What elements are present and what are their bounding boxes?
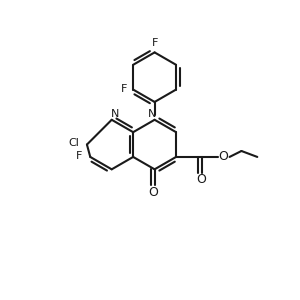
Text: F: F xyxy=(76,151,82,161)
Text: N: N xyxy=(147,109,156,119)
Text: F: F xyxy=(152,38,158,49)
Text: O: O xyxy=(196,173,206,186)
Text: O: O xyxy=(219,150,229,164)
Text: F: F xyxy=(121,84,127,94)
Text: N: N xyxy=(110,109,119,119)
Text: Cl: Cl xyxy=(68,138,79,148)
Text: O: O xyxy=(149,186,159,199)
